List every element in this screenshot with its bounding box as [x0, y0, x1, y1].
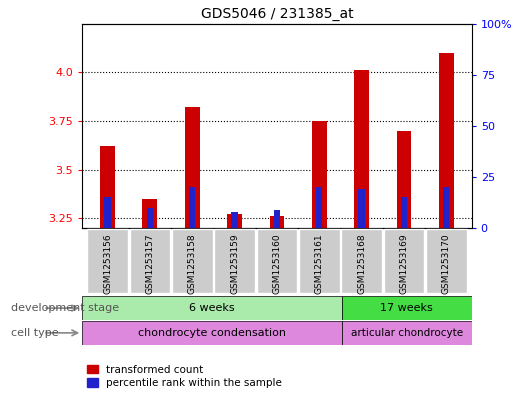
Bar — [185, 107, 200, 228]
Text: development stage: development stage — [11, 303, 119, 313]
Legend: transformed count, percentile rank within the sample: transformed count, percentile rank withi… — [87, 365, 282, 388]
Text: chondrocyte condensation: chondrocyte condensation — [138, 328, 286, 338]
Bar — [274, 209, 280, 228]
Text: GSM1253170: GSM1253170 — [442, 233, 451, 294]
Text: 6 weeks: 6 weeks — [189, 303, 235, 313]
Bar — [104, 197, 111, 228]
Text: GSM1253168: GSM1253168 — [357, 233, 366, 294]
Bar — [342, 321, 472, 345]
FancyBboxPatch shape — [172, 229, 213, 294]
Bar — [232, 211, 238, 228]
FancyBboxPatch shape — [299, 229, 340, 294]
Bar — [147, 208, 153, 228]
Bar — [316, 187, 322, 228]
Text: GSM1253161: GSM1253161 — [315, 233, 324, 294]
Bar — [143, 199, 157, 228]
Text: articular chondrocyte: articular chondrocyte — [351, 328, 463, 338]
FancyBboxPatch shape — [426, 229, 466, 294]
FancyBboxPatch shape — [384, 229, 425, 294]
FancyBboxPatch shape — [257, 229, 297, 294]
Text: cell type: cell type — [11, 328, 58, 338]
Text: GSM1253158: GSM1253158 — [188, 233, 197, 294]
Bar — [401, 197, 407, 228]
Bar — [358, 189, 365, 228]
Bar — [100, 146, 115, 228]
Bar — [227, 214, 242, 228]
Text: GSM1253157: GSM1253157 — [145, 233, 154, 294]
FancyBboxPatch shape — [129, 229, 170, 294]
Bar — [396, 130, 411, 228]
Text: GSM1253160: GSM1253160 — [272, 233, 281, 294]
Text: 17 weeks: 17 weeks — [381, 303, 433, 313]
Bar — [82, 321, 342, 345]
Bar — [270, 216, 284, 228]
Bar — [82, 296, 342, 320]
Bar — [342, 296, 472, 320]
Bar — [443, 187, 449, 228]
Bar — [439, 53, 454, 228]
FancyBboxPatch shape — [214, 229, 255, 294]
Bar — [354, 70, 369, 228]
FancyBboxPatch shape — [87, 229, 128, 294]
FancyBboxPatch shape — [341, 229, 382, 294]
Text: GSM1253159: GSM1253159 — [230, 233, 239, 294]
Text: GSM1253169: GSM1253169 — [400, 233, 409, 294]
Bar — [189, 187, 196, 228]
Text: GSM1253156: GSM1253156 — [103, 233, 112, 294]
Title: GDS5046 / 231385_at: GDS5046 / 231385_at — [201, 7, 353, 21]
Bar — [312, 121, 326, 228]
